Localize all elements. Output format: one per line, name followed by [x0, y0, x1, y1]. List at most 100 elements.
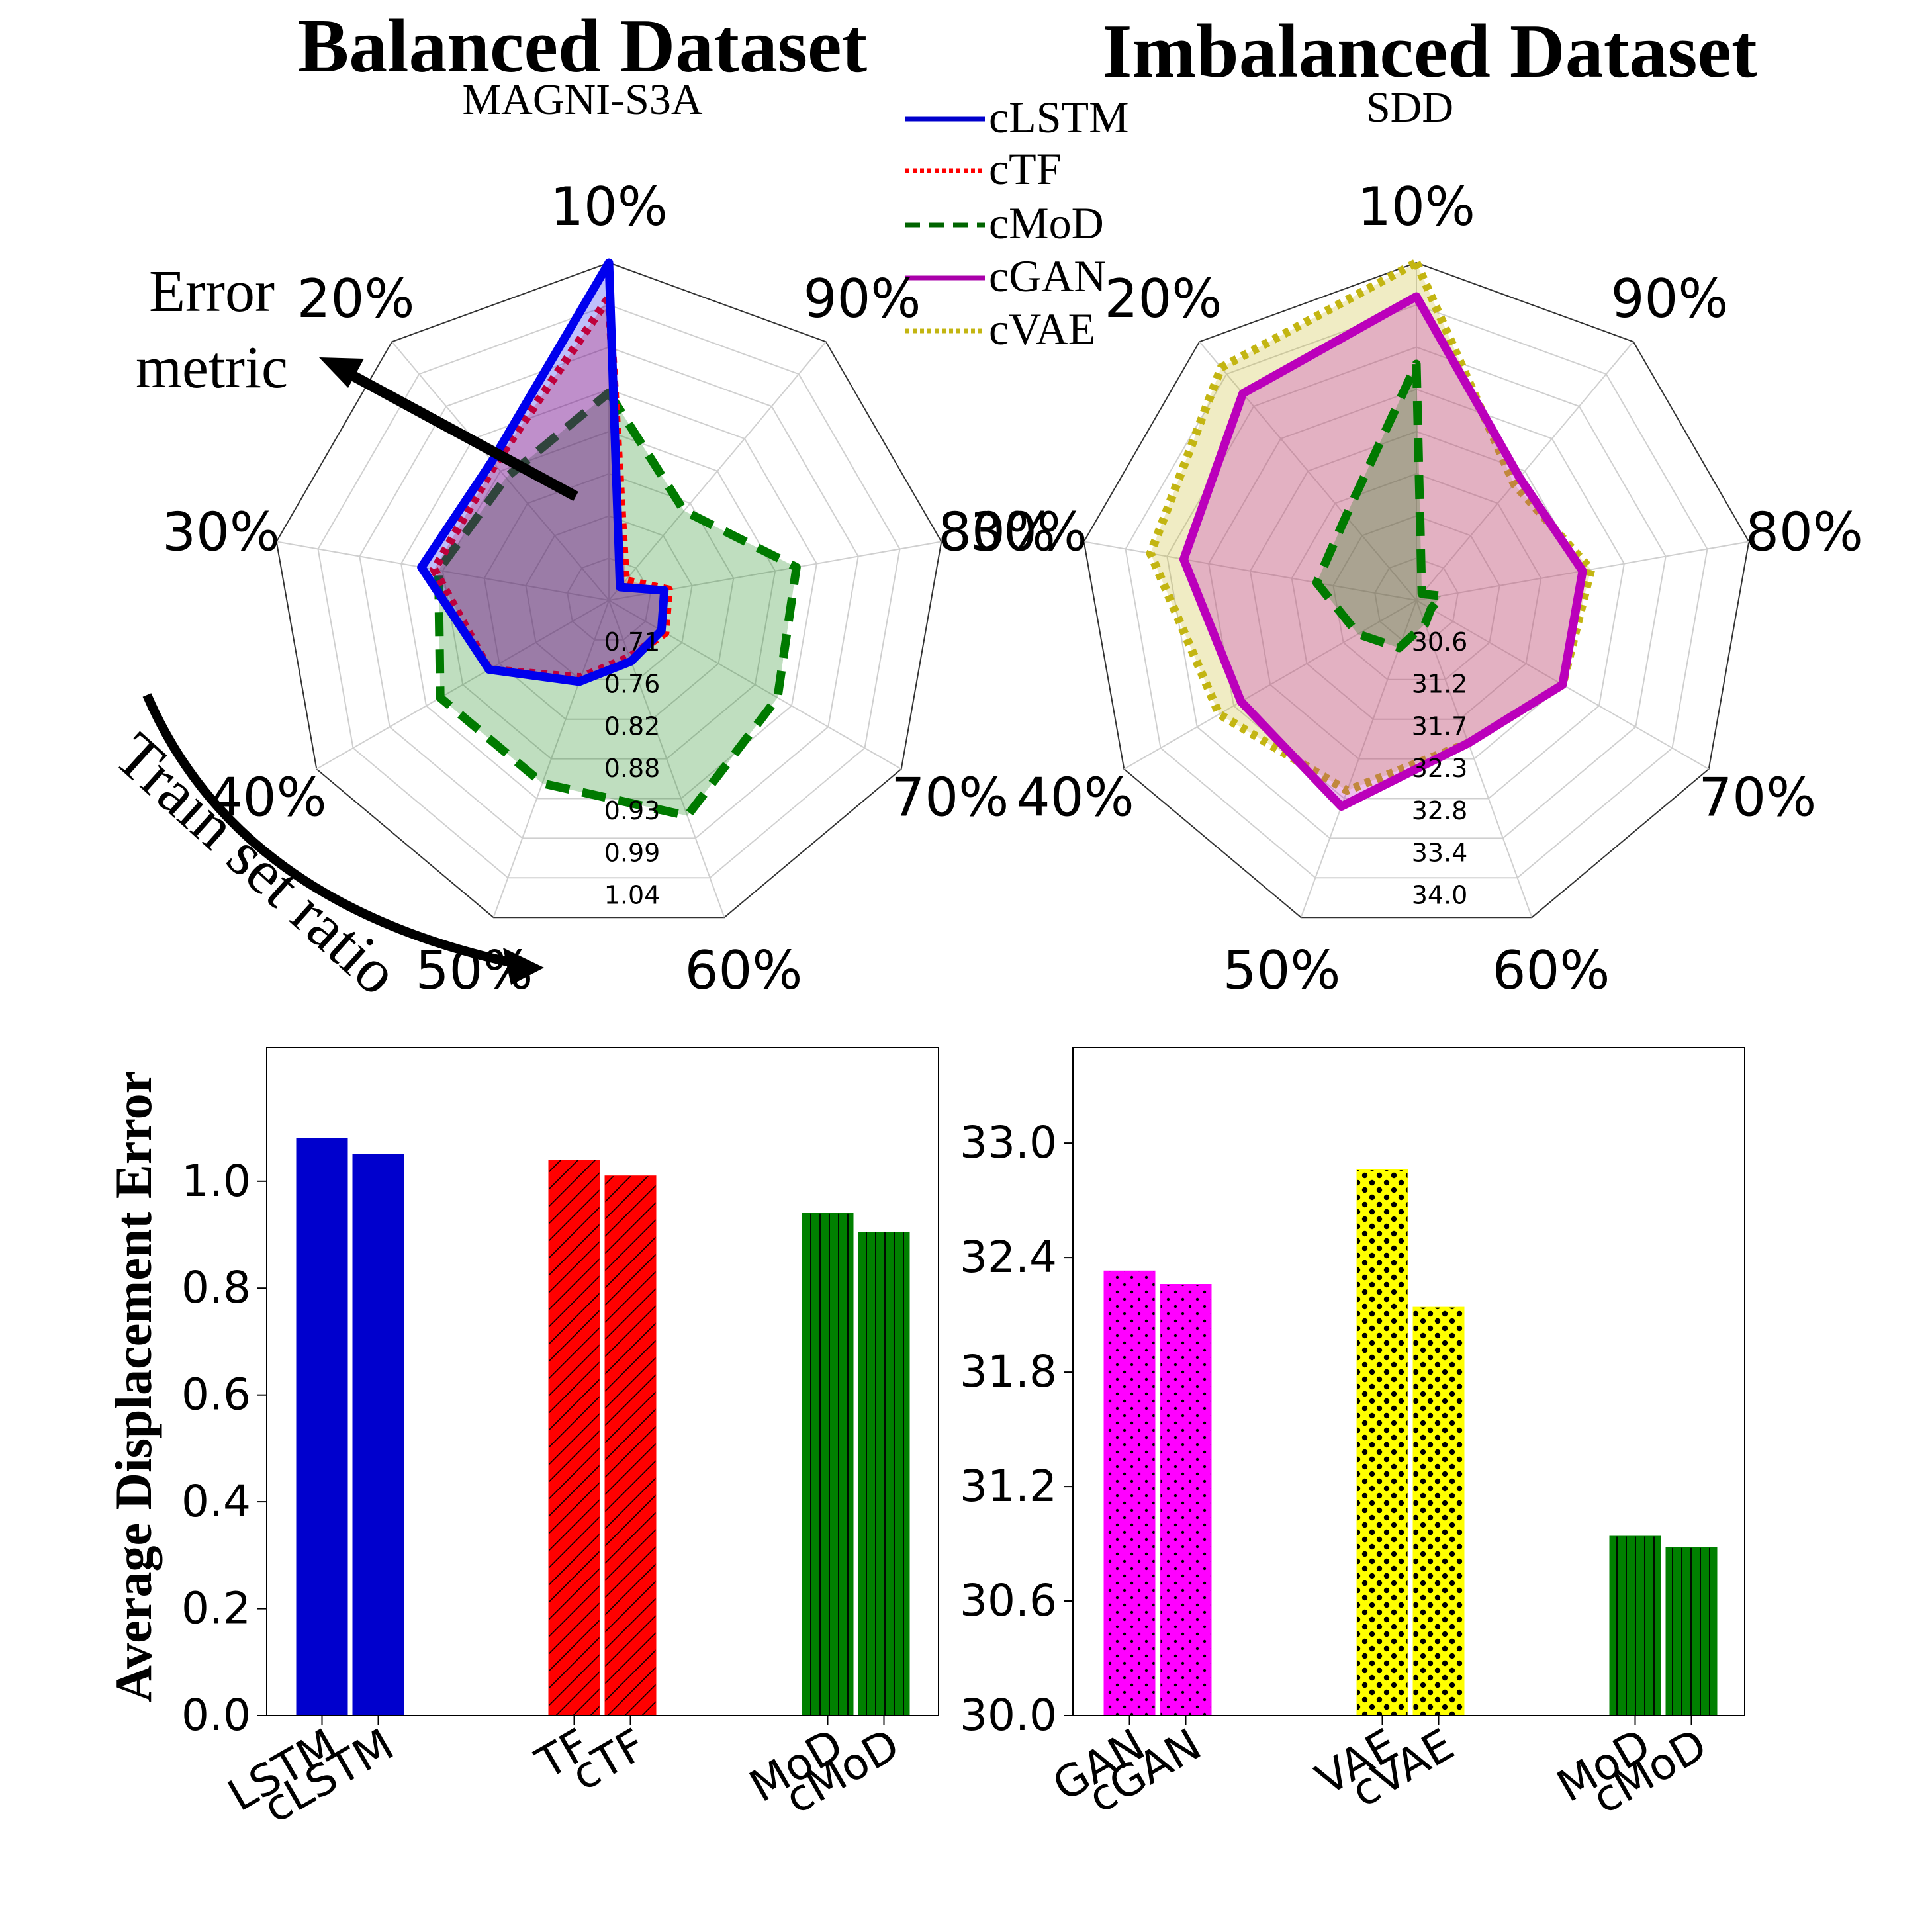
radar-grid-ring	[400, 389, 817, 800]
radar-tick-label: 0.99	[604, 839, 661, 868]
bar-ylabel: Average Displacement Error	[105, 1071, 162, 1702]
y-tick-label: 31.8	[960, 1346, 1057, 1397]
annotation-error-metric: Error metric	[136, 259, 578, 502]
radar-line-cgan	[1179, 292, 1587, 811]
radar-grid-ring	[525, 515, 693, 680]
radar-grid-ring	[359, 346, 859, 839]
y-tick-label: 33.0	[960, 1117, 1057, 1168]
radar-axis-label: 50%	[1223, 940, 1341, 1001]
radar-line-clstm	[417, 258, 669, 686]
error-metric-arrow-shaft	[349, 370, 578, 502]
radar-tick-label: 0.71	[604, 627, 661, 657]
y-tick-label: 30.0	[960, 1690, 1057, 1741]
train-set-ratio-arrow-curve	[142, 693, 524, 970]
legend-item-cvae: cVAE	[905, 304, 1095, 354]
radar-line-cmod	[1312, 359, 1446, 653]
y-tick-label: 30.6	[960, 1575, 1057, 1626]
radar-spoke	[492, 600, 610, 918]
radar-spoke	[1300, 600, 1417, 918]
radar-area-cvae	[1150, 263, 1591, 791]
legend-label-cmod: cMoD	[989, 198, 1104, 248]
legend-label-cvae: cVAE	[989, 304, 1095, 354]
radar-tick-label: 1.04	[604, 880, 661, 909]
radar-spoke	[1123, 600, 1417, 770]
radar-grid-ring	[317, 304, 901, 879]
bar-clstm	[352, 1154, 404, 1716]
radar-area-clstm	[421, 263, 665, 682]
legend-item-cgan: cGAN	[905, 251, 1107, 301]
legend-item-ctf: cTF	[905, 144, 1062, 194]
y-tick-label: 0.0	[181, 1690, 251, 1741]
train-set-ratio-label: Train set ratio	[102, 719, 412, 1009]
radar-tick-label: 0.76	[604, 670, 661, 699]
radar-line-cmod	[434, 388, 801, 821]
radar-area-cgan	[1183, 297, 1583, 807]
bar-plot-frame	[266, 1047, 939, 1716]
radar-spoke	[316, 600, 610, 770]
radar-tick-label: 0.82	[604, 711, 661, 741]
radar-axis-label: 30%	[162, 502, 280, 563]
radar-axis-label: 70%	[1698, 767, 1816, 829]
bar-lstm	[296, 1138, 348, 1716]
bar-cvae	[1412, 1306, 1465, 1716]
x-tick-label: cGAN	[1080, 1719, 1209, 1823]
radar-tick-label: 0.88	[604, 754, 661, 783]
y-tick-label: 0.2	[181, 1583, 251, 1634]
y-tick-label: 0.4	[181, 1476, 251, 1527]
legend-label-cgan: cGAN	[989, 251, 1107, 301]
radar-spoke	[1083, 541, 1417, 601]
radar-tick-label: 31.2	[1412, 670, 1468, 699]
legend-item-clstm: cLSTM	[905, 92, 1129, 142]
y-tick-label: 0.6	[181, 1369, 251, 1420]
radar-axis-label: 70%	[891, 767, 1009, 829]
radar-grid-ring	[1208, 389, 1625, 800]
radar-tick-label: 32.3	[1412, 754, 1468, 783]
radar-tick-label: 0.93	[604, 796, 661, 825]
radar-tick-label: 31.7	[1412, 711, 1468, 741]
y-tick-label: 0.8	[181, 1262, 251, 1313]
radar-spoke	[1416, 600, 1533, 918]
bar-cmod	[858, 1232, 910, 1716]
radar-axis-label: 90%	[804, 268, 921, 330]
bar-cgan	[1160, 1284, 1212, 1716]
bar-tf	[548, 1160, 600, 1716]
radar-spoke	[1199, 341, 1417, 601]
legend-item-cmod: cMoD	[905, 198, 1104, 248]
radar-grid-ring	[1291, 473, 1542, 720]
bar-mod	[1609, 1535, 1661, 1716]
radar-axis-label: 10%	[1357, 176, 1475, 238]
radar-chart-imbalanced: 30.6 31.2 31.7 32.3 32.8 33.4 34.0 10% 90% 80% 70%…	[970, 176, 1863, 1001]
radar-area-cmod	[1316, 364, 1442, 648]
radar-grid-ring	[1125, 304, 1708, 879]
radar-area-cmod	[438, 392, 797, 816]
radar-axis-label: 30%	[970, 502, 1087, 563]
bar-plot-frame	[1072, 1047, 1745, 1716]
x-tick-label: cMoD	[1584, 1719, 1715, 1824]
radar-tick-label: 30.6	[1412, 627, 1468, 657]
bar-ctf	[604, 1175, 657, 1716]
radar-chart-balanced: 0.71 0.76 0.82 0.88 0.93 0.99 1.04 10% 90% 80% 70%…	[162, 176, 1056, 1001]
radar-grid-ring	[275, 261, 943, 919]
radar-axis-label: 40%	[1017, 767, 1134, 829]
bar-cmod	[1665, 1547, 1718, 1716]
bar-gan	[1103, 1270, 1156, 1716]
error-metric-label-line2: metric	[136, 335, 288, 400]
radar-axis-label: 80%	[1745, 502, 1863, 563]
train-set-ratio-arrow-head	[503, 948, 544, 985]
y-tick-label: 31.2	[960, 1461, 1057, 1512]
radar-grid-ring	[1374, 557, 1459, 641]
radar-axis-label: 10%	[550, 176, 668, 238]
y-tick-label: 32.4	[960, 1232, 1057, 1283]
bar-mod	[802, 1213, 854, 1716]
radar-grid-ring	[1332, 515, 1500, 680]
radar-spoke	[608, 600, 725, 918]
radar-spoke	[391, 341, 610, 601]
y-tick-label: 1.0	[181, 1156, 251, 1207]
radar-tick-label: 32.8	[1412, 796, 1468, 825]
radar-axis-label: 80%	[938, 502, 1056, 563]
radar-tick-label: 34.0	[1412, 880, 1468, 909]
radar-grid-ring	[483, 473, 735, 720]
x-tick-label: cMoD	[776, 1719, 907, 1824]
